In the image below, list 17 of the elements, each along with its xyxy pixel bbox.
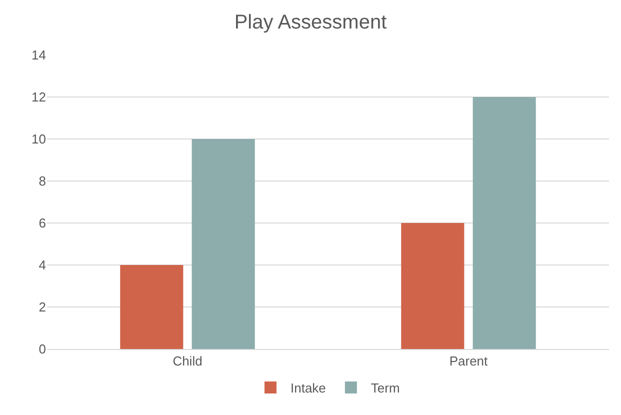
bar [472,97,536,349]
y-tick-label: 10 [32,132,46,147]
x-tick-label: Parent [449,354,488,369]
bar [120,265,184,349]
bar [192,139,255,349]
y-tick-label: 14 [32,48,46,63]
legend-label: Intake [290,380,326,396]
legend-label: Term [370,380,400,396]
bar [401,223,464,349]
y-tick-label: 12 [32,90,46,105]
x-tick-label: Child [172,354,202,369]
chart-title: Play Assessment [234,12,388,34]
y-tick-label: 4 [38,258,46,273]
y-tick-label: 0 [38,342,46,357]
y-tick-label: 2 [38,300,46,315]
y-tick-label: 8 [38,174,46,189]
y-tick-label: 6 [38,216,46,231]
